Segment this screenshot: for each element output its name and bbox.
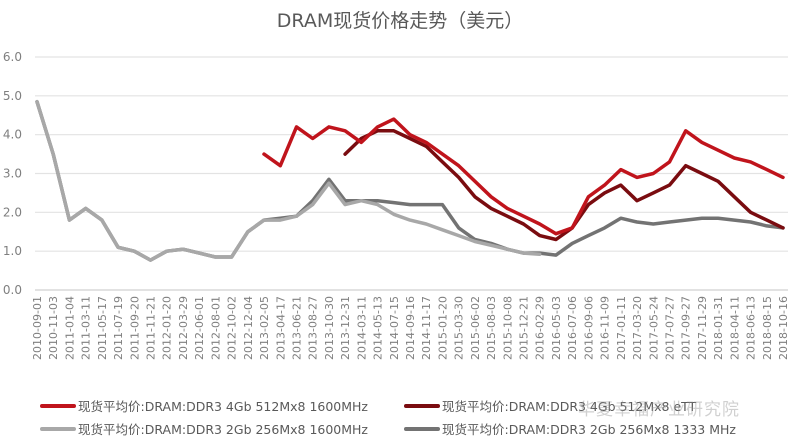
legend-item-4gb-ett: 现货平均价:DRAM:DDR3 4Gb 512Mx8 eTT <box>404 396 696 415</box>
legend-label: 现货平均价:DRAM:DDR3 2Gb 256Mx8 1600MHz <box>78 422 368 437</box>
x-tick-label: 2016-05-03 <box>550 296 563 360</box>
x-tick-label: 2015-06-02 <box>469 296 482 360</box>
y-tick-label: 5.0 <box>3 89 22 103</box>
series-line <box>343 129 785 242</box>
chart-title: DRAM现货价格走势（美元） <box>276 10 524 32</box>
x-tick-label: 2015-10-08 <box>501 296 514 360</box>
legend-label: 现货平均价:DRAM:DDR3 2Gb 256Mx8 1333 MHz <box>442 422 736 437</box>
x-tick-label: 2017-11-29 <box>696 296 709 360</box>
x-tick-label: 2015-03-30 <box>453 296 466 360</box>
x-tick-label: 2014-03-11 <box>355 296 368 360</box>
x-tick-label: 2010-11-03 <box>47 296 60 360</box>
x-tick-label: 2014-11-17 <box>420 296 433 360</box>
x-tick-label: 2016-02-29 <box>534 296 547 360</box>
legend-item-4gb-1600: 现货平均价:DRAM:DDR3 4Gb 512Mx8 1600MHz <box>40 396 368 415</box>
legend-item-2gb-1333: 现货平均价:DRAM:DDR3 2Gb 256Mx8 1333 MHz <box>404 419 736 438</box>
x-tick-label: 2015-12-21 <box>518 296 531 360</box>
y-tick-label: 6.0 <box>3 50 22 64</box>
x-tick-label: 2018-06-13 <box>745 296 758 360</box>
x-tick-label: 2017-03-20 <box>631 296 644 360</box>
x-tick-label: 2016-11-09 <box>599 296 612 360</box>
x-tick-label: 2015-01-20 <box>436 296 449 360</box>
x-tick-label: 2018-08-15 <box>761 296 774 360</box>
x-tick-label: 2017-05-24 <box>647 296 660 360</box>
x-tick-label: 2017-01-11 <box>615 296 628 360</box>
x-tick-label: 2010-09-01 <box>31 296 44 360</box>
x-tick-label: 2017-07-27 <box>663 296 676 360</box>
x-tick-label: 2012-06-01 <box>193 296 206 360</box>
y-tick-label: 0.0 <box>3 283 22 297</box>
watermark: 华夏幸福产业研究院 <box>578 400 740 420</box>
x-tick-label: 2012-03-29 <box>177 296 190 360</box>
x-tick-label: 2011-07-19 <box>112 296 125 360</box>
y-tick-label: 1.0 <box>3 244 22 258</box>
x-tick-label: 2014-07-15 <box>388 296 401 360</box>
x-tick-label: 2016-07-06 <box>566 296 579 360</box>
x-tick-label: 2013-12-31 <box>339 296 352 360</box>
x-tick-label: 2013-06-21 <box>290 296 303 360</box>
x-tick-label: 2012-10-02 <box>226 296 239 360</box>
legend-swatch <box>404 403 440 408</box>
series-line <box>35 99 542 262</box>
x-tick-label: 2016-09-06 <box>582 296 595 360</box>
x-tick-label: 2014-09-16 <box>404 296 417 360</box>
x-tick-label: 2011-09-20 <box>128 296 141 360</box>
x-tick-label: 2013-04-17 <box>274 296 287 360</box>
legend-label: 现货平均价:DRAM:DDR3 4Gb 512Mx8 1600MHz <box>78 399 368 414</box>
legend-label: 现货平均价:DRAM:DDR3 4Gb 512Mx8 eTT <box>442 399 697 414</box>
x-tick-label: 2017-09-27 <box>680 296 693 360</box>
legend-swatch <box>404 426 440 431</box>
x-tick-label: 2013-10-30 <box>323 296 336 360</box>
x-tick-label: 2013-02-05 <box>258 296 271 360</box>
x-tick-label: 2014-05-13 <box>372 296 385 360</box>
x-tick-label: 2011-11-21 <box>145 296 158 360</box>
x-tick-label: 2011-01-04 <box>63 296 76 360</box>
y-tick-label: 3.0 <box>3 167 22 181</box>
legend-swatch <box>40 426 76 431</box>
x-tick-label: 2012-12-04 <box>242 296 255 360</box>
x-tick-label: 2013-08-27 <box>307 296 320 360</box>
x-tick-label: 2012-01-20 <box>161 296 174 360</box>
legend-item-2gb-1600: 现货平均价:DRAM:DDR3 2Gb 256Mx8 1600MHz <box>40 419 368 438</box>
x-tick-label: 2018-04-11 <box>728 296 741 360</box>
y-tick-label: 4.0 <box>3 128 22 142</box>
x-tick-label: 2018-01-31 <box>712 296 725 360</box>
x-tick-label: 2012-08-01 <box>209 296 222 360</box>
x-tick-label: 2011-03-11 <box>80 296 93 360</box>
x-tick-label: 2018-10-16 <box>777 296 790 360</box>
x-tick-label: 2015-08-03 <box>485 296 498 360</box>
x-tick-label: 2011-05-17 <box>96 296 109 360</box>
legend-swatch <box>40 403 76 408</box>
y-tick-label: 2.0 <box>3 205 22 219</box>
